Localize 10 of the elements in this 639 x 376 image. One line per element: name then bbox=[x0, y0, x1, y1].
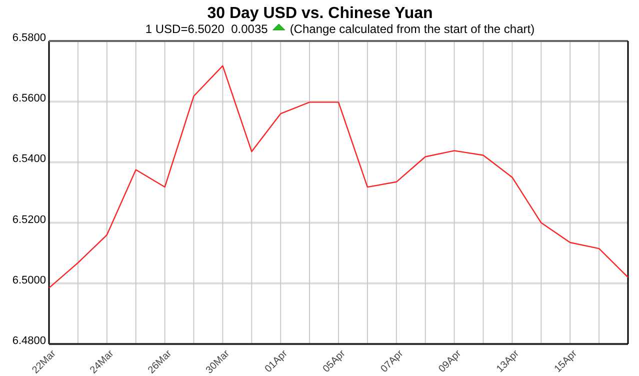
y-tick-label: 6.5800 bbox=[12, 32, 46, 44]
y-tick-label: 6.5400 bbox=[12, 153, 46, 166]
chart-subtitle: 1 USD=6.5020 0.0035 bbox=[145, 22, 268, 36]
text: (Change calculated from the start of the chart) bbox=[290, 22, 535, 36]
y-tick-label: 6.5200 bbox=[12, 214, 46, 226]
line-series bbox=[48, 65, 629, 289]
y-tick-label: 6.5600 bbox=[12, 92, 46, 105]
y-tick-label: 6.4800 bbox=[12, 335, 46, 347]
y-tick-label: 6.5000 bbox=[12, 274, 46, 286]
chart-title: 30 Day USD vs. Chinese Yuan bbox=[207, 5, 433, 22]
